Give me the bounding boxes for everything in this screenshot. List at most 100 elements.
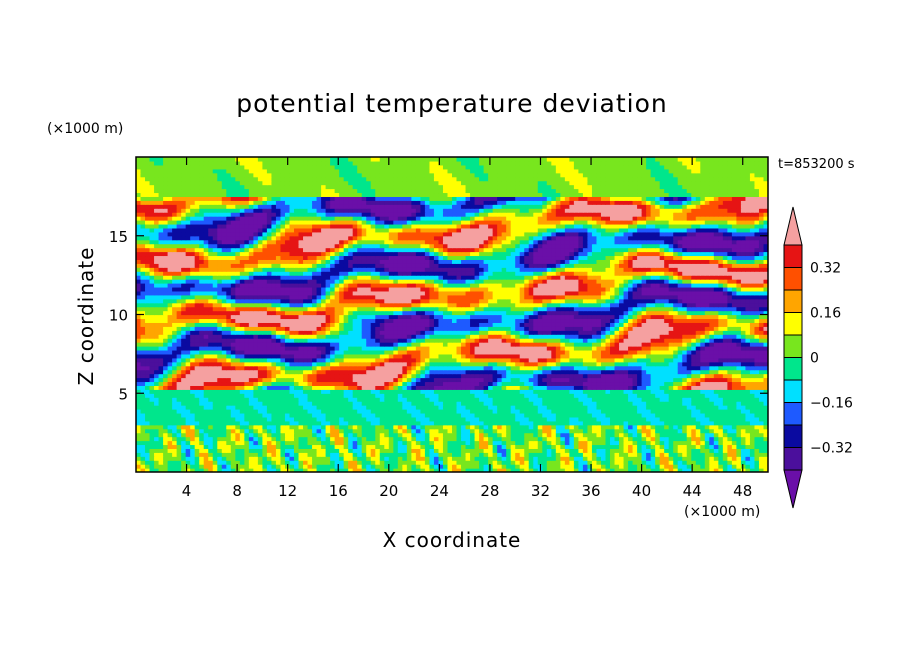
contour-cell	[181, 385, 187, 390]
contour-cell	[312, 393, 318, 398]
contour-cell	[740, 452, 747, 457]
contour-cell	[163, 401, 169, 406]
contour-cell	[695, 436, 701, 442]
contour-cell	[158, 361, 164, 367]
contour-cell	[483, 338, 489, 343]
contour-cell	[763, 401, 768, 406]
contour-cell	[569, 460, 575, 465]
contour-cell	[262, 393, 268, 398]
contour-cell	[307, 432, 313, 438]
contour-cell	[596, 361, 602, 367]
contour-cell	[280, 440, 286, 446]
contour-cell	[239, 381, 245, 386]
contour-cell	[709, 468, 715, 472]
contour-cell	[501, 357, 507, 363]
contour-cell	[384, 409, 390, 414]
contour-cell	[352, 412, 358, 418]
contour-cell	[582, 397, 589, 402]
contour-cell	[388, 381, 394, 386]
contour-cell	[357, 377, 363, 383]
contour-cell	[239, 346, 245, 351]
contour-cell	[632, 373, 638, 379]
contour-cell	[704, 428, 710, 434]
contour-cell	[221, 369, 227, 375]
contour-cell	[488, 373, 494, 379]
contour-cell	[221, 409, 227, 414]
contour-cell	[208, 432, 214, 438]
contour-cell	[424, 334, 431, 339]
contour-cell	[664, 420, 670, 426]
contour-cell	[424, 389, 431, 394]
contour-cell	[203, 361, 209, 367]
contour-cell	[433, 342, 440, 347]
contour-cell	[284, 452, 291, 457]
contour-cell	[573, 444, 579, 449]
contour-cell	[424, 338, 431, 343]
contour-cell	[722, 357, 728, 363]
contour-cell	[244, 448, 250, 453]
contour-cell	[483, 361, 489, 367]
contour-cell	[709, 452, 715, 457]
contour-cell	[388, 452, 394, 457]
contour-cell	[357, 464, 363, 469]
contour-cell	[709, 369, 715, 375]
contour-cell	[727, 460, 733, 465]
contour-cell	[298, 432, 304, 438]
contour-cell	[754, 353, 760, 359]
contour-cell	[659, 428, 665, 434]
contour-cell	[686, 412, 692, 418]
contour-cell	[456, 338, 462, 343]
contour-cell	[727, 357, 733, 363]
contour-cell	[411, 373, 417, 379]
contour-cell	[244, 342, 250, 347]
contour-cell	[582, 412, 589, 418]
contour-cell	[203, 381, 209, 386]
contour-cell	[573, 464, 579, 469]
contour-cell	[321, 428, 327, 434]
contour-cell	[704, 373, 710, 379]
contour-cell	[736, 393, 742, 398]
contour-cell	[682, 444, 688, 449]
contour-cell	[564, 369, 570, 375]
contour-cell	[298, 353, 304, 359]
contour-cell	[591, 428, 598, 434]
contour-cell	[352, 456, 358, 461]
contour-cell	[154, 468, 160, 472]
contour-cell	[718, 365, 724, 371]
contour-cell	[655, 393, 661, 398]
contour-cell	[506, 428, 512, 434]
contour-cell	[713, 381, 719, 386]
contour-cell	[316, 334, 322, 339]
contour-cell	[546, 436, 552, 442]
contour-cell	[596, 464, 602, 469]
contour-cell	[551, 334, 557, 339]
contour-cell	[555, 444, 561, 449]
contour-cell	[691, 468, 697, 472]
contour-cell	[357, 416, 363, 422]
contour-cell	[519, 397, 525, 402]
contour-cell	[533, 373, 539, 379]
contour-cell	[321, 464, 327, 469]
contour-cell	[632, 405, 638, 410]
contour-cell	[452, 393, 458, 398]
contour-cell	[740, 338, 747, 343]
contour-cell	[677, 444, 683, 449]
contour-cell	[452, 385, 458, 390]
contour-cell	[145, 330, 151, 335]
contour-cell	[659, 440, 665, 446]
contour-cell	[388, 424, 394, 430]
contour-cell	[659, 385, 665, 390]
contour-cell	[375, 397, 381, 402]
contour-cell	[397, 452, 403, 457]
contour-cell	[664, 452, 670, 457]
contour-cell	[700, 464, 706, 469]
contour-cell	[163, 369, 169, 375]
contour-cell	[470, 369, 476, 375]
contour-cell	[465, 342, 471, 347]
contour-cell	[334, 432, 340, 438]
contour-cell	[528, 357, 534, 363]
contour-cell	[384, 334, 390, 339]
contour-cell	[221, 452, 227, 457]
contour-cell	[235, 452, 241, 457]
contour-cell	[429, 444, 435, 449]
